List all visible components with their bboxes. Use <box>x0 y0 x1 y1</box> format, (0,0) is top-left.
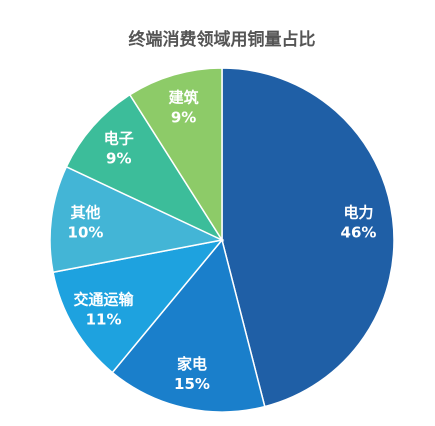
pie-slice <box>111 238 266 413</box>
slice-value-label: 46% <box>341 223 377 241</box>
slice-label: 其他 <box>70 203 100 221</box>
pie-slice <box>221 67 395 408</box>
slice-value-label: 9% <box>106 150 131 168</box>
slice-label: 建筑 <box>169 88 199 106</box>
slice-value-label: 9% <box>171 108 196 126</box>
pie-slice <box>52 238 224 374</box>
pie-slice <box>65 93 225 242</box>
slice-value-label: 15% <box>174 375 210 393</box>
slice-label: 电子 <box>104 130 134 148</box>
chart-title: 终端消费领域用铜量占比 <box>129 29 316 50</box>
slice-label: 电力 <box>344 203 374 221</box>
slice-label: 交通运输 <box>74 291 135 309</box>
slice-value-label: 10% <box>68 223 104 241</box>
pie-slice <box>128 67 223 243</box>
slice-label: 家电 <box>177 355 207 373</box>
pie-slice <box>49 165 225 274</box>
slice-value-label: 11% <box>86 311 122 329</box>
